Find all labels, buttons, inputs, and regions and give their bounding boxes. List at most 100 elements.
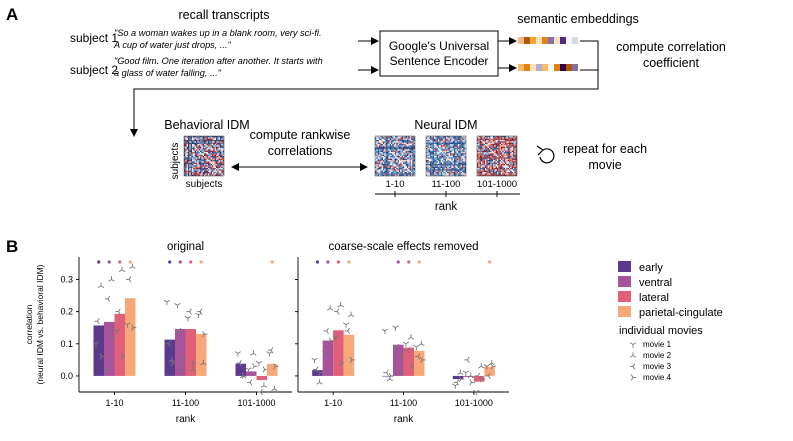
encoder-line1: Google's Universal	[389, 39, 489, 53]
bar-early	[93, 325, 104, 376]
embedding-cell	[524, 37, 530, 44]
movie-marker	[131, 324, 137, 331]
embedding-vector-1	[518, 37, 578, 44]
movie-marker	[165, 340, 171, 347]
chart-coarse-removed: coarse-scale effects removed 1-10 11-100 10…	[295, 241, 509, 425]
bar-lateral	[473, 375, 485, 382]
bar-lateral	[114, 313, 125, 376]
bar-parietal-cingulate	[343, 334, 355, 376]
correlation-line1: compute correlation	[616, 40, 726, 54]
movie-marker	[245, 367, 252, 373]
movie-marker	[321, 351, 329, 357]
embedding-cell	[572, 64, 578, 71]
bar-early	[312, 370, 323, 376]
embedding-cell	[530, 64, 536, 71]
chart-title: coarse-scale effects removed	[329, 241, 479, 253]
panel-b-label: B	[6, 237, 18, 256]
chart-title: original	[167, 241, 204, 253]
significance-dot	[189, 260, 193, 264]
movie-marker	[402, 341, 410, 347]
bar-lateral	[185, 329, 196, 376]
subjects-x-label: subjects	[186, 179, 223, 190]
neural-rank-label-3: 101-1000	[477, 179, 517, 190]
x-axis-label: rank	[394, 414, 414, 425]
movie-marker	[457, 369, 464, 375]
embedding-cell	[548, 37, 554, 44]
x-tick-label: 1-10	[105, 398, 123, 408]
movie-marker	[273, 363, 279, 370]
bar-early	[235, 363, 246, 376]
movie-marker	[326, 305, 334, 311]
movie-marker	[129, 263, 136, 269]
neural-rank-label-1: 1-10	[385, 179, 404, 190]
legend-swatch-parietal-cingulate	[618, 306, 631, 317]
movie-marker	[478, 363, 485, 369]
bar-ventral	[104, 321, 115, 376]
movie-marker	[452, 383, 459, 389]
movie-marker	[344, 327, 350, 335]
significance-dot	[168, 260, 172, 264]
bar-parietal-cingulate	[267, 364, 278, 376]
significance-dot	[326, 260, 330, 264]
y-axis-label: (neural IDM vs. behavioral IDM)	[35, 264, 45, 384]
subject1-quote-line1: "So a woman wakes up in a blank room, ve…	[114, 28, 322, 38]
movie-marker	[458, 375, 465, 383]
embedding-cell	[518, 64, 524, 71]
x-axis-label: rank	[176, 414, 196, 425]
significance-dot	[118, 260, 122, 264]
x-tick-label: 101-1000	[455, 398, 493, 408]
movie-marker	[186, 308, 192, 315]
movie-marker	[334, 308, 340, 315]
movie-marker	[108, 276, 115, 282]
significance-dot	[396, 260, 400, 264]
bar-early	[382, 375, 393, 377]
movie-marker	[462, 370, 469, 376]
movie-marker	[267, 347, 274, 354]
movie-marker	[196, 308, 203, 315]
legend-movie-marker-1	[629, 342, 637, 348]
movie-marker	[316, 379, 323, 385]
behavioral-idm-matrix	[183, 135, 225, 177]
movie-marker	[453, 379, 460, 386]
bar-parietal-cingulate	[125, 298, 136, 376]
encoder-box	[379, 30, 499, 77]
embedding-cell	[554, 37, 560, 44]
recall-title: recall transcripts	[179, 8, 270, 22]
significance-dot	[199, 260, 203, 264]
movie-marker	[485, 372, 491, 380]
movie-marker	[236, 359, 242, 367]
significance-dot	[487, 260, 492, 264]
legend-movie-markers	[629, 342, 637, 381]
movie-marker	[414, 353, 421, 360]
significance-dot	[178, 260, 182, 264]
bar-ventral	[322, 340, 334, 376]
movie-marker	[418, 340, 425, 346]
embedding-cell	[572, 37, 578, 44]
neural-idm-heatmap-1	[374, 135, 416, 177]
significance-dot	[417, 260, 421, 264]
significance-dot	[107, 260, 111, 264]
movie-marker	[125, 276, 132, 283]
movie-marker	[323, 327, 329, 335]
movie-marker	[246, 379, 253, 386]
movie-marker	[271, 385, 278, 391]
repeat-line1: repeat for each	[563, 142, 647, 156]
embedding-cell	[560, 64, 566, 71]
legend-swatch-ventral	[618, 276, 631, 287]
bracket-embeddings	[580, 40, 599, 71]
bar-parietal-cingulate	[414, 350, 425, 376]
embedding-cell	[524, 64, 530, 71]
embedding-cell	[560, 37, 566, 44]
movie-marker	[469, 379, 475, 386]
x-tick-label: 11-100	[390, 398, 417, 408]
bar-parietal-cingulate	[484, 366, 495, 376]
movie-marker	[311, 357, 318, 364]
legend-swatch-lateral	[618, 291, 631, 302]
bar-lateral	[333, 330, 344, 376]
x-tick-label: 101-1000	[237, 398, 275, 408]
movie-marker	[92, 341, 100, 347]
significance-dot	[315, 260, 320, 264]
movie-marker	[404, 347, 410, 354]
movie-marker	[175, 327, 182, 335]
